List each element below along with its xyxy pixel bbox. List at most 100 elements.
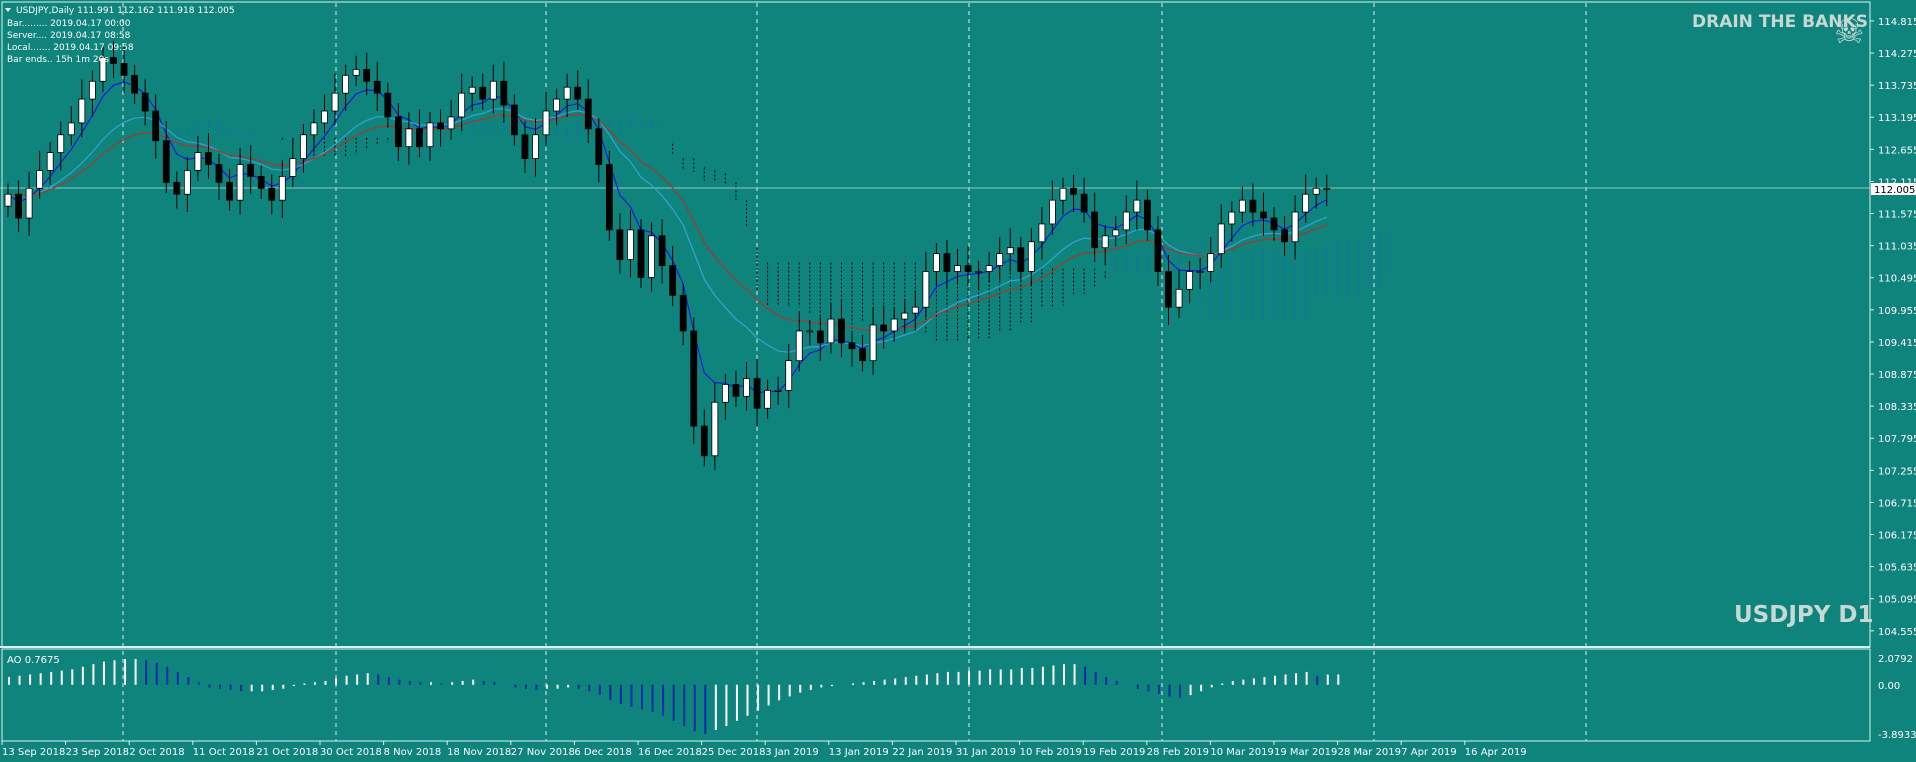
candle[interactable] — [1228, 201, 1236, 242]
candle[interactable] — [753, 358, 761, 427]
candle[interactable] — [162, 121, 170, 194]
candle[interactable] — [679, 284, 687, 346]
candle[interactable] — [437, 109, 444, 147]
candle[interactable] — [584, 79, 592, 144]
candle[interactable] — [532, 118, 539, 177]
candle[interactable] — [1260, 192, 1267, 236]
candle[interactable] — [827, 302, 835, 354]
candle[interactable] — [563, 73, 571, 117]
candle[interactable] — [975, 260, 982, 290]
candle[interactable] — [205, 132, 212, 179]
candle[interactable] — [1217, 204, 1225, 268]
candle[interactable] — [89, 70, 96, 117]
candle[interactable] — [120, 43, 128, 94]
candle[interactable] — [1017, 237, 1025, 283]
candle[interactable] — [1122, 195, 1130, 245]
candle[interactable] — [711, 382, 719, 471]
candle[interactable] — [574, 70, 582, 110]
candle[interactable] — [289, 138, 297, 188]
candle[interactable] — [236, 147, 244, 215]
candle[interactable] — [36, 150, 44, 199]
candle[interactable] — [648, 222, 655, 292]
candle[interactable] — [795, 311, 803, 372]
candle[interactable] — [1101, 225, 1109, 266]
candle[interactable] — [880, 305, 888, 349]
candle[interactable] — [257, 165, 265, 199]
candle[interactable] — [1144, 189, 1151, 241]
candle[interactable] — [215, 153, 223, 201]
candle[interactable] — [743, 361, 750, 411]
candle[interactable] — [637, 219, 645, 289]
candle[interactable] — [479, 73, 487, 110]
candle[interactable] — [405, 112, 413, 165]
candle[interactable] — [627, 210, 634, 278]
candle[interactable] — [194, 135, 202, 182]
candle[interactable] — [183, 156, 191, 213]
candle[interactable] — [141, 79, 149, 126]
candle[interactable] — [1323, 174, 1331, 207]
candle[interactable] — [131, 64, 139, 104]
candle[interactable] — [1281, 216, 1288, 257]
candle[interactable] — [247, 144, 255, 195]
candle[interactable] — [426, 112, 434, 161]
candle[interactable] — [933, 242, 940, 286]
candle[interactable] — [1027, 228, 1035, 286]
candle[interactable] — [4, 183, 12, 217]
candle[interactable] — [310, 109, 318, 153]
candle[interactable] — [542, 91, 550, 146]
candle[interactable] — [25, 171, 33, 236]
candle[interactable] — [1302, 174, 1310, 223]
candle[interactable] — [1186, 260, 1193, 304]
candle[interactable] — [901, 299, 909, 334]
candle[interactable] — [553, 88, 560, 126]
candle[interactable] — [1080, 177, 1088, 223]
candle[interactable] — [468, 76, 476, 111]
candle[interactable] — [595, 118, 603, 183]
candle[interactable] — [1049, 180, 1056, 235]
candle[interactable] — [384, 82, 392, 128]
candle[interactable] — [1207, 237, 1215, 283]
candle[interactable] — [616, 213, 624, 274]
candle[interactable] — [331, 73, 339, 126]
candle[interactable] — [690, 317, 698, 444]
collapse-triangle-icon[interactable] — [5, 8, 11, 12]
candle[interactable] — [152, 94, 160, 159]
candle[interactable] — [1059, 177, 1067, 215]
candle[interactable] — [510, 94, 518, 146]
candle[interactable] — [1312, 177, 1320, 209]
candle[interactable] — [869, 308, 877, 375]
candle[interactable] — [1249, 183, 1257, 227]
candle[interactable] — [764, 379, 771, 419]
candle[interactable] — [299, 124, 307, 173]
candle[interactable] — [78, 79, 86, 138]
candle[interactable] — [352, 55, 360, 87]
candle[interactable] — [46, 141, 54, 185]
candle[interactable] — [605, 150, 613, 241]
candle[interactable] — [394, 103, 402, 161]
candle[interactable] — [722, 373, 729, 421]
candle[interactable] — [785, 344, 793, 409]
candle[interactable] — [1006, 228, 1014, 272]
date-axis[interactable]: 13 Sep 2018 23 Sep 2018 2 Oct 2018 11 Oct 2… — [1, 741, 1527, 758]
candle[interactable] — [1154, 216, 1162, 286]
candle[interactable] — [110, 40, 117, 78]
candle[interactable] — [669, 245, 677, 306]
candle[interactable] — [447, 100, 455, 140]
candle[interactable] — [67, 106, 75, 146]
candle[interactable] — [1165, 254, 1172, 325]
candle[interactable] — [489, 64, 497, 114]
candle[interactable] — [700, 409, 708, 467]
candle[interactable] — [363, 52, 371, 96]
candle[interactable] — [342, 64, 350, 111]
candle[interactable] — [416, 109, 423, 158]
candle[interactable] — [226, 168, 233, 211]
candle[interactable] — [1133, 180, 1141, 230]
candle[interactable] — [57, 121, 65, 171]
candle[interactable] — [911, 290, 919, 331]
candle[interactable] — [1291, 195, 1299, 260]
candle[interactable] — [521, 121, 529, 173]
candle[interactable] — [838, 299, 845, 358]
candle[interactable] — [458, 73, 466, 132]
candle[interactable] — [1270, 207, 1278, 241]
